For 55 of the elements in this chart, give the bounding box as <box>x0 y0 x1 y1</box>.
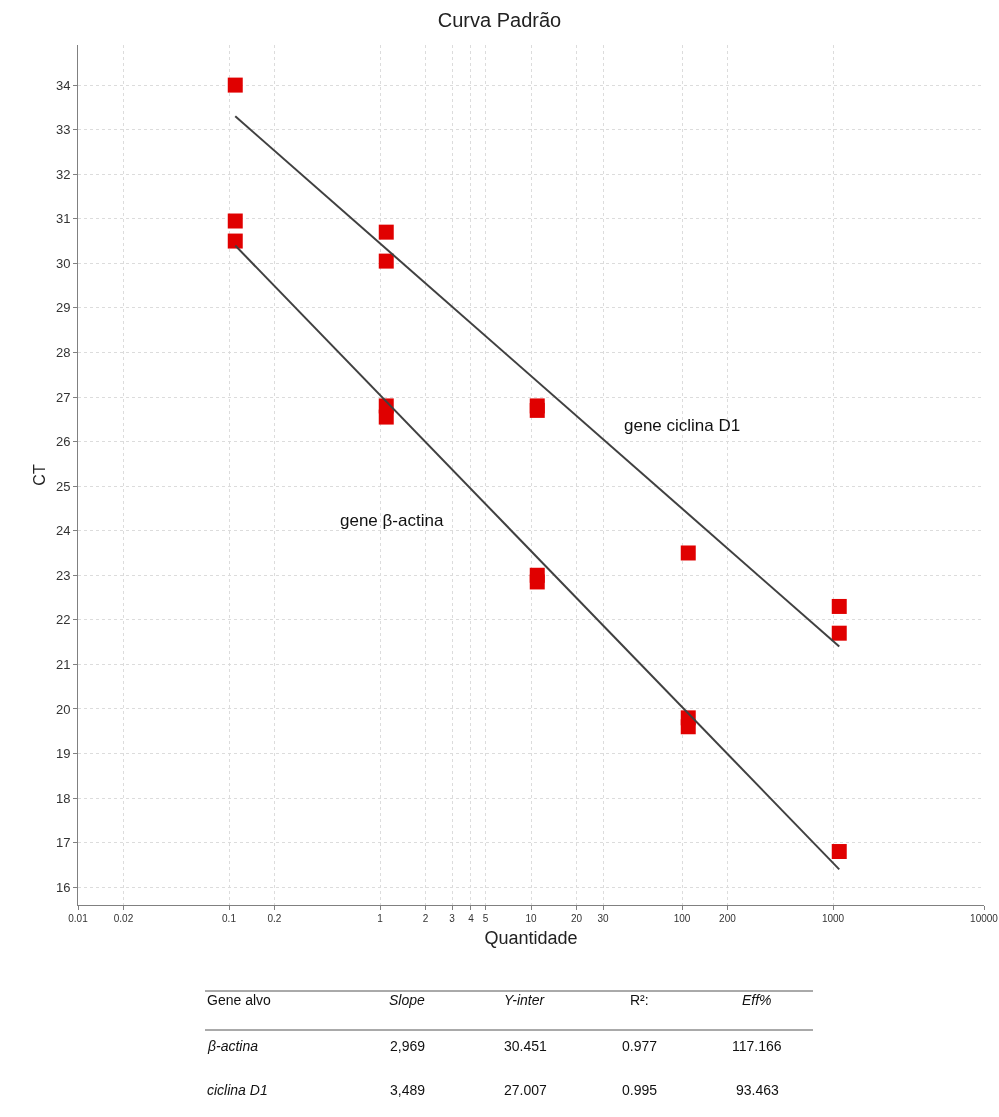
text: 93.463 <box>736 1082 780 1098</box>
y-tick-label: 19 <box>55 746 71 762</box>
y-tick-label: 17 <box>55 835 71 851</box>
y-tick-label: 31 <box>55 211 71 227</box>
x-tick-label: 5 <box>482 913 489 924</box>
x-tick-label: 0.1 <box>222 913 237 924</box>
text: ciclina D1 <box>207 1082 268 1098</box>
x-tick-label: 100 <box>673 913 691 924</box>
x-tick-label: 1000 <box>821 913 845 924</box>
y-tick-label: 20 <box>55 701 71 717</box>
x-tick-label: 4 <box>468 913 475 924</box>
y-tick-label: 25 <box>55 478 71 494</box>
chart-title: Curva Padrão <box>437 9 562 31</box>
y-tick-label: 27 <box>55 389 71 405</box>
annotation: gene β-actina <box>340 511 444 530</box>
text: 2,969 <box>390 1038 426 1054</box>
x-axis-title: Quantidade <box>484 928 578 949</box>
text: Gene alvo <box>207 992 272 1008</box>
text: β-actina <box>207 1038 259 1054</box>
y-tick-label: 18 <box>55 790 71 806</box>
y-tick-label: 32 <box>55 166 71 182</box>
y-tick-label: 30 <box>55 255 71 271</box>
x-tick-label: 3 <box>449 913 456 924</box>
text: 117.166 <box>732 1038 782 1054</box>
x-tick-label: 2 <box>422 913 429 924</box>
x-tick-label: 1 <box>377 913 384 924</box>
y-axis-title: CT <box>30 464 48 486</box>
y-tick-label: 16 <box>55 879 71 895</box>
y-tick-label: 29 <box>55 300 71 316</box>
text: 0.995 <box>622 1082 658 1098</box>
text: 27.007 <box>504 1082 548 1098</box>
x-tick-label: 20 <box>570 913 583 924</box>
text: R²: <box>630 992 649 1008</box>
x-tick-label: 0.02 <box>113 913 134 924</box>
text: Y-inter <box>504 992 546 1008</box>
x-tick-label: 0.01 <box>68 913 89 924</box>
y-tick-label: 24 <box>55 523 71 539</box>
x-tick-label: 30 <box>597 913 610 924</box>
x-tick-label: 0.2 <box>267 913 282 924</box>
y-tick-label: 33 <box>55 122 71 138</box>
text: 3,489 <box>390 1082 426 1098</box>
annotation: gene ciclina D1 <box>624 416 741 435</box>
x-tick-label: 10000 <box>970 913 999 924</box>
text: 0.977 <box>622 1038 658 1054</box>
y-tick-label: 28 <box>55 345 71 361</box>
text: 30.451 <box>504 1038 548 1054</box>
x-tick-label: 10 <box>525 913 537 924</box>
text: Slope <box>389 992 426 1008</box>
y-tick-label: 23 <box>55 567 71 583</box>
y-tick-label: 26 <box>55 434 71 450</box>
x-tick-label: 200 <box>719 913 737 924</box>
y-tick-label: 21 <box>55 656 71 672</box>
y-tick-label: 22 <box>55 612 71 628</box>
y-tick-label: 34 <box>55 77 71 93</box>
text: Eff% <box>742 992 772 1008</box>
